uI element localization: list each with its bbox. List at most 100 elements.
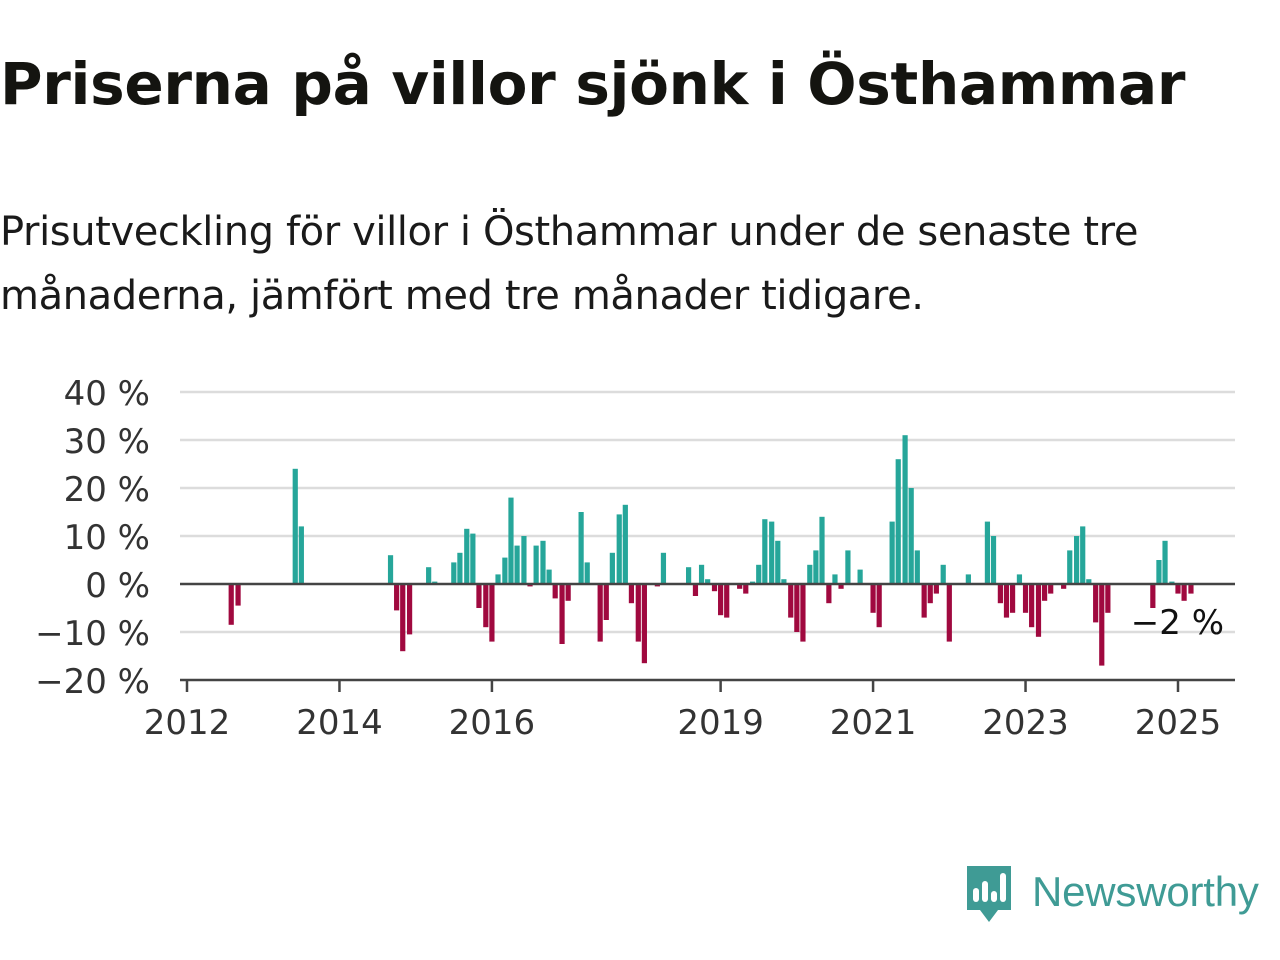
bar — [1016, 574, 1023, 584]
bar — [698, 564, 705, 584]
bar — [1093, 584, 1099, 623]
bar — [565, 584, 571, 601]
brand-name: Newsworthy — [1032, 868, 1259, 915]
bar — [1048, 584, 1054, 594]
bar — [990, 536, 997, 584]
bar — [546, 569, 552, 584]
bar — [889, 521, 895, 584]
bar — [533, 545, 539, 584]
bar — [1162, 540, 1168, 584]
bar — [597, 584, 603, 642]
bar — [476, 584, 482, 608]
bar — [876, 584, 882, 628]
x-tick-label: 2025 — [1135, 703, 1222, 743]
bar — [1086, 579, 1092, 584]
bar — [292, 468, 298, 584]
bar — [1175, 584, 1181, 594]
bar — [1035, 584, 1042, 637]
bar — [965, 574, 971, 584]
bar — [578, 512, 584, 584]
bar — [946, 584, 952, 642]
bar — [940, 564, 946, 584]
bar — [387, 555, 394, 584]
bar — [406, 584, 413, 635]
bar — [400, 584, 406, 652]
bar — [1022, 584, 1029, 613]
bar — [457, 552, 463, 584]
bar — [775, 540, 781, 584]
bar — [426, 567, 432, 584]
bar — [1099, 584, 1105, 666]
y-tick-label: 10 % — [64, 518, 150, 558]
bar — [781, 579, 787, 584]
bar — [489, 584, 495, 642]
bar — [559, 584, 565, 644]
x-tick-label: 2019 — [677, 703, 764, 743]
chart-title: Priserna på villor sjönk i Östhammar — [0, 50, 1186, 118]
bar — [984, 521, 991, 584]
bar — [838, 584, 844, 589]
x-tick-label: 2016 — [449, 703, 536, 743]
bar — [1150, 584, 1156, 608]
bar — [635, 584, 641, 642]
bar — [718, 584, 724, 616]
bar — [495, 574, 501, 584]
bar — [832, 574, 838, 584]
axes — [180, 582, 1235, 692]
x-tick-label: 2023 — [982, 703, 1069, 743]
y-tick-label: −20 % — [35, 662, 150, 702]
newsworthy-logo-icon — [967, 866, 1011, 922]
y-tick-label: 30 % — [64, 422, 150, 462]
bar — [552, 584, 558, 599]
bar — [921, 584, 927, 618]
bar — [705, 579, 711, 584]
bar — [857, 569, 863, 584]
bar — [235, 584, 241, 606]
bar — [1061, 584, 1067, 589]
bar — [1009, 584, 1016, 613]
last-value-label: −2 % — [1131, 603, 1224, 643]
axis-labels: 40 % 30 % 20 % 10 % 0 % −10 % −20 %2012 2014 201… — [35, 374, 1224, 743]
bar — [1067, 550, 1073, 584]
bar — [762, 519, 768, 584]
y-tick-label: 20 % — [64, 470, 150, 510]
bar — [711, 584, 718, 592]
bar — [298, 526, 304, 584]
bar — [508, 497, 514, 584]
bar — [464, 528, 470, 584]
bar — [628, 584, 635, 604]
bar — [622, 504, 628, 584]
bar — [724, 584, 730, 618]
bar — [737, 584, 743, 589]
x-tick-label: 2014 — [296, 703, 383, 743]
bar — [1156, 560, 1162, 584]
bar — [870, 584, 876, 613]
bar — [228, 584, 234, 625]
bar — [685, 567, 692, 584]
bar — [514, 545, 520, 584]
bar — [451, 562, 457, 584]
bar — [470, 533, 476, 584]
bar — [845, 550, 851, 584]
bar — [895, 459, 901, 584]
bar — [914, 550, 920, 584]
x-tick-label: 2021 — [830, 703, 917, 743]
bar — [603, 584, 609, 620]
bar — [584, 562, 590, 584]
bar — [794, 584, 800, 632]
bar — [641, 584, 647, 664]
bar — [756, 564, 762, 584]
bar — [1041, 584, 1048, 601]
bar — [997, 584, 1003, 604]
y-tick-label: 0 % — [85, 566, 150, 606]
bar — [521, 536, 527, 584]
bar — [908, 488, 914, 584]
gridlines — [180, 390, 1235, 634]
bar — [1188, 584, 1194, 594]
bar — [826, 584, 832, 604]
x-tick-label: 2012 — [144, 703, 231, 743]
bar — [800, 584, 806, 642]
bar — [813, 550, 819, 584]
bar — [394, 584, 400, 611]
bar — [769, 521, 775, 584]
